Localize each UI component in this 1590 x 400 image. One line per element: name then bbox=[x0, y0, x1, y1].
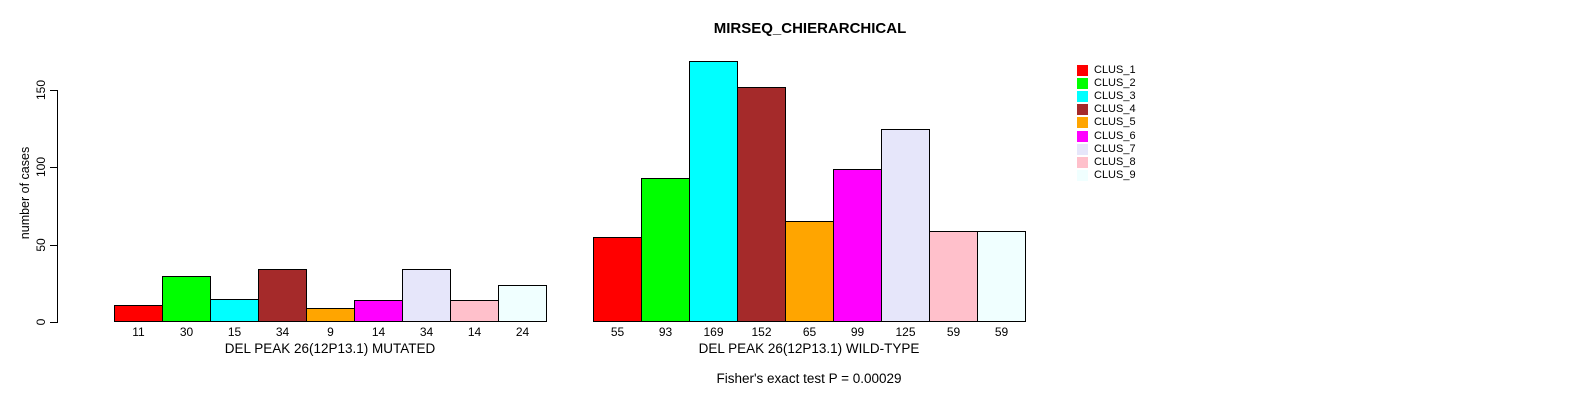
legend-label-clus_1: CLUS_1 bbox=[1094, 64, 1136, 76]
y-axis-tick bbox=[50, 167, 57, 168]
bar-value-label-wild-type-clus_7: 125 bbox=[895, 325, 916, 339]
x-label-mutated: DEL PEAK 26(12P13.1) MUTATED bbox=[224, 341, 436, 356]
bar-wild-type-clus_9 bbox=[977, 231, 1026, 322]
bar-value-label-mutated-clus_1: 11 bbox=[132, 325, 145, 339]
legend-swatch-clus_6 bbox=[1077, 131, 1088, 142]
chart-title: MIRSEQ_CHIERARCHICAL bbox=[713, 20, 907, 37]
y-axis-tick bbox=[50, 90, 57, 91]
bar-mutated-clus_7 bbox=[402, 269, 451, 322]
legend-label-clus_7: CLUS_7 bbox=[1094, 143, 1136, 155]
bar-value-label-mutated-clus_4: 34 bbox=[275, 325, 290, 339]
bar-value-label-wild-type-clus_5: 65 bbox=[802, 325, 817, 339]
bar-mutated-clus_5 bbox=[306, 308, 355, 322]
legend-label-clus_9: CLUS_9 bbox=[1094, 169, 1136, 181]
y-tick-label-2: 100 bbox=[34, 156, 48, 178]
y-axis-label: number of cases bbox=[18, 146, 32, 240]
legend-swatch-clus_8 bbox=[1077, 157, 1088, 168]
bar-mutated-clus_8 bbox=[450, 300, 499, 322]
legend-swatch-clus_4 bbox=[1077, 104, 1088, 115]
bar-value-label-wild-type-clus_3: 169 bbox=[703, 325, 724, 339]
bar-value-label-mutated-clus_2: 30 bbox=[179, 325, 194, 339]
bar-mutated-clus_2 bbox=[162, 276, 211, 322]
bar-wild-type-clus_7 bbox=[881, 129, 930, 322]
bar-wild-type-clus_4 bbox=[737, 87, 786, 322]
bar-mutated-clus_9 bbox=[498, 285, 547, 322]
legend-swatch-clus_1 bbox=[1077, 65, 1088, 76]
bar-value-label-mutated-clus_8: 14 bbox=[467, 325, 482, 339]
bar-value-label-mutated-clus_9: 24 bbox=[515, 325, 530, 339]
bar-value-label-mutated-clus_7: 34 bbox=[419, 325, 434, 339]
bar-value-label-wild-type-clus_9: 59 bbox=[994, 325, 1009, 339]
bar-wild-type-clus_3 bbox=[689, 61, 738, 322]
bar-mutated-clus_6 bbox=[354, 300, 403, 322]
bar-mutated-clus_3 bbox=[210, 299, 259, 322]
bar-mutated-clus_1 bbox=[114, 305, 163, 322]
y-axis-tick bbox=[50, 245, 57, 246]
bar-wild-type-clus_6 bbox=[833, 169, 882, 322]
legend-label-clus_4: CLUS_4 bbox=[1094, 103, 1136, 115]
legend-swatch-clus_5 bbox=[1077, 117, 1088, 128]
bar-value-label-mutated-clus_3: 15 bbox=[227, 325, 242, 339]
bar-wild-type-clus_1 bbox=[593, 237, 642, 322]
bar-value-label-mutated-clus_6: 14 bbox=[371, 325, 386, 339]
y-axis-tick bbox=[50, 322, 57, 323]
legend-swatch-clus_7 bbox=[1077, 144, 1088, 155]
legend-label-clus_8: CLUS_8 bbox=[1094, 156, 1136, 168]
legend-swatch-clus_2 bbox=[1077, 78, 1088, 89]
y-axis-line bbox=[57, 90, 58, 323]
bar-value-label-wild-type-clus_4: 152 bbox=[751, 325, 772, 339]
bar-mutated-clus_4 bbox=[258, 269, 307, 322]
legend-label-clus_5: CLUS_5 bbox=[1094, 116, 1136, 128]
y-tick-label-3: 150 bbox=[34, 79, 48, 101]
bar-wild-type-clus_5 bbox=[785, 221, 834, 322]
fisher-test-annotation: Fisher's exact test P = 0.00029 bbox=[716, 371, 902, 386]
bar-value-label-wild-type-clus_1: 55 bbox=[610, 325, 625, 339]
bar-value-label-wild-type-clus_8: 59 bbox=[946, 325, 961, 339]
legend-label-clus_2: CLUS_2 bbox=[1094, 77, 1136, 89]
legend-swatch-clus_9 bbox=[1077, 170, 1088, 181]
bar-value-label-mutated-clus_5: 9 bbox=[327, 325, 334, 339]
legend-label-clus_6: CLUS_6 bbox=[1094, 130, 1136, 142]
bar-wild-type-clus_8 bbox=[929, 231, 978, 322]
y-tick-label-0: 0 bbox=[34, 318, 48, 326]
legend-swatch-clus_3 bbox=[1077, 91, 1088, 102]
y-tick-label-1: 50 bbox=[34, 238, 48, 252]
bar-value-label-wild-type-clus_6: 99 bbox=[850, 325, 865, 339]
bar-wild-type-clus_2 bbox=[641, 178, 690, 322]
bar-value-label-wild-type-clus_2: 93 bbox=[658, 325, 673, 339]
x-label-wild-type: DEL PEAK 26(12P13.1) WILD-TYPE bbox=[698, 341, 920, 356]
legend-label-clus_3: CLUS_3 bbox=[1094, 90, 1136, 102]
